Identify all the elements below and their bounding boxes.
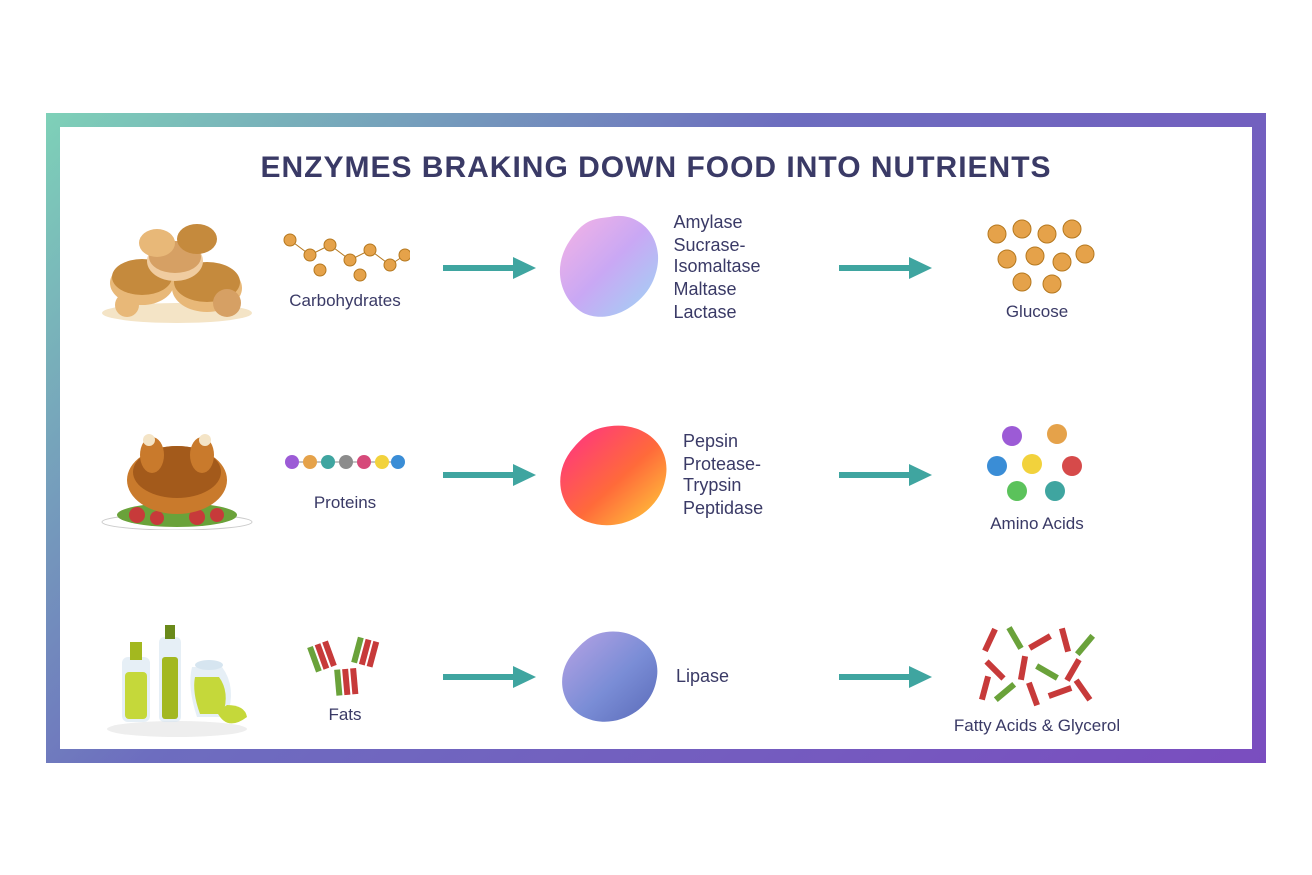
enzyme-line: Lactase [674,302,817,323]
arrow [824,662,944,692]
food-turkey [92,420,262,530]
page-title: ENZYMES BRAKING DOWN FOOD INTO NUTRIENTS [92,151,1220,185]
row-fats: Fats [92,617,1220,737]
gradient-frame: ENZYMES BRAKING DOWN FOOD INTO NUTRIENTS [46,113,1266,763]
enzyme-blob-icon [556,415,673,535]
enzyme-line: Sucrase-Isomaltase [674,235,817,277]
molecule-fats: Fats [270,629,420,725]
arrow [428,662,548,692]
protein-chain-icon [280,437,410,487]
carb-chain-icon [280,225,410,285]
arrow-icon [438,253,538,283]
arrow-icon [834,253,934,283]
arrow [824,460,944,490]
product-amino-acids: Amino Acids [952,416,1122,534]
molecule-carbohydrates: Carbohydrates [270,225,420,311]
oils-icon [97,617,257,737]
product-fatty-acids: Fatty Acids & Glycerol [952,618,1122,736]
fatty-acids-icon [972,618,1102,708]
enzyme-list: Amylase Sucrase-Isomaltase Maltase Lacta… [674,212,817,323]
product-label: Amino Acids [990,514,1084,534]
row-carbohydrates: Carbohydrates [92,203,1220,333]
product-label: Glucose [1006,302,1068,322]
food-bread [92,213,262,323]
enzyme-fats: Lipase [556,622,816,732]
enzyme-blob-icon [556,203,664,333]
fat-bars-icon [290,629,400,699]
enzyme-blob-icon [556,622,666,732]
food-oils [92,617,262,737]
bread-icon [97,213,257,323]
glucose-icon [977,214,1097,294]
turkey-icon [97,420,257,530]
molecule-label: Proteins [314,493,376,513]
enzyme-proteins: Pepsin Protease-Trypsin Peptidase [556,415,816,535]
enzyme-line: Pepsin [683,431,816,452]
arrow-icon [834,662,934,692]
enzyme-carbohydrates: Amylase Sucrase-Isomaltase Maltase Lacta… [556,203,816,333]
product-label: Fatty Acids & Glycerol [954,716,1120,736]
enzyme-line: Amylase [674,212,817,233]
enzyme-list: Lipase [676,666,729,687]
enzyme-list: Pepsin Protease-Trypsin Peptidase [683,431,816,519]
arrow-icon [834,460,934,490]
molecule-label: Fats [328,705,361,725]
enzyme-line: Protease-Trypsin [683,454,816,496]
arrow [824,253,944,283]
infographic-panel: ENZYMES BRAKING DOWN FOOD INTO NUTRIENTS [60,127,1252,749]
arrow [428,253,548,283]
molecule-label: Carbohydrates [289,291,401,311]
amino-acids-icon [977,416,1097,506]
arrow-icon [438,662,538,692]
enzyme-line: Maltase [674,279,817,300]
arrow [428,460,548,490]
arrow-icon [438,460,538,490]
product-glucose: Glucose [952,214,1122,322]
rows-container: Carbohydrates [92,203,1220,737]
molecule-proteins: Proteins [270,437,420,513]
enzyme-line: Lipase [676,666,729,687]
row-proteins: Proteins [92,415,1220,535]
enzyme-line: Peptidase [683,498,816,519]
